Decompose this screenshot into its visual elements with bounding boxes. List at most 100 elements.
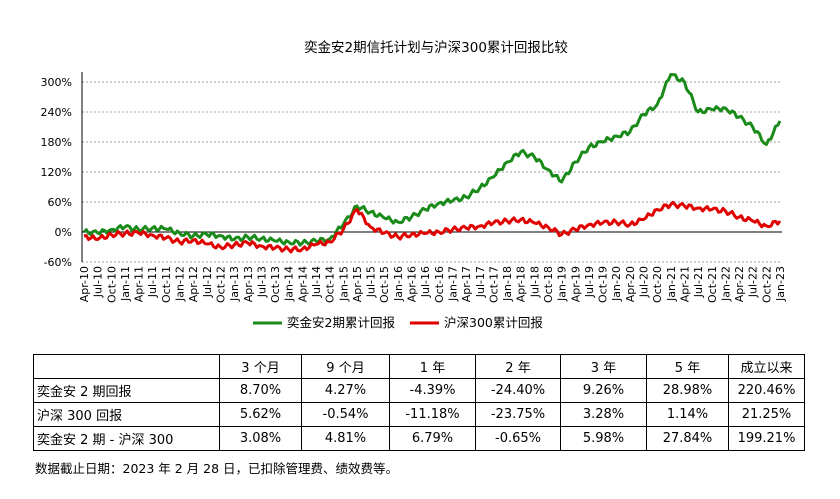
row-label: 沪深 300 回报 [33, 402, 220, 427]
x-tick-label: Oct-20 [651, 266, 664, 303]
table-cell: 3.08% [219, 426, 302, 451]
x-tick-label: Jan-20 [610, 266, 623, 302]
table-cell: 199.21% [728, 426, 805, 451]
table-row: 奕金安 2 期 - 沪深 300 3.08% 4.81% 6.79% -0.65… [33, 426, 805, 451]
table-header-row: 3 个月 9 个月 1 年 2 年 3 年 5 年 成立以来 [33, 354, 805, 379]
x-tick-label: Jul-21 [692, 266, 705, 298]
x-tick-label: Apr-14 [296, 266, 309, 302]
y-tick-label: 180% [41, 136, 72, 149]
table-cell: 1.14% [646, 402, 729, 427]
footnote: 数据截止日期：2023 年 2 月 28 日，已扣除管理费、绩效费等。 [35, 461, 399, 476]
table-cell: -24.40% [475, 378, 561, 403]
x-tick-label: Apr-20 [624, 266, 637, 302]
table-row: 沪深 300 回报 5.62% -0.54% -11.18% -23.75% 3… [33, 402, 805, 427]
table-header-cell: 3 个月 [219, 354, 302, 379]
x-tick-label: Jul-17 [474, 266, 487, 298]
x-tick-label: Jan-18 [501, 266, 514, 302]
table-cell: 8.70% [219, 378, 302, 403]
chart: 奕金安2期信托计划与沪深300累计回报比较 300% 240% 180% 120% 60… [41, 40, 787, 330]
y-tick-label: 60% [48, 196, 72, 209]
table-row: 奕金安 2 期回报 8.70% 4.27% -4.39% -24.40% 9.2… [33, 378, 805, 403]
x-tick-label: Jan-21 [665, 266, 678, 302]
x-tick-label: Jul-16 [419, 266, 432, 298]
x-tick-label: Oct-13 [269, 266, 282, 303]
x-tick-label: Apr-22 [733, 266, 746, 302]
x-tick-label: Jan-14 [283, 266, 296, 302]
series-line-fund [82, 73, 782, 247]
x-tick-label: Apr-11 [133, 266, 146, 302]
x-tick-label: Oct-15 [378, 266, 391, 303]
table-cell: 5.98% [560, 426, 647, 451]
x-tick-label: Oct-12 [214, 266, 227, 303]
x-tick-label: Oct-22 [760, 266, 773, 303]
table-cell: 21.25% [728, 402, 805, 427]
x-tick-label: Jan-23 [774, 266, 787, 302]
x-tick-label: Oct-16 [433, 266, 446, 303]
x-tick-label: Oct-21 [706, 266, 719, 303]
x-tick-label: Jan-16 [392, 266, 405, 302]
table-header-cell: 9 个月 [301, 354, 390, 379]
y-tick-label: 120% [41, 166, 72, 179]
x-tick-label: Jul-15 [365, 266, 378, 298]
y-tick-label: -60% [44, 256, 72, 269]
x-tick-label: Oct-10 [105, 266, 118, 303]
x-tick-label: Apr-12 [187, 266, 200, 302]
x-tick-label: Oct-17 [487, 266, 500, 303]
x-tick-label: Jul-14 [310, 266, 323, 298]
table-cell: 27.84% [646, 426, 729, 451]
x-tick-label: Oct-18 [542, 266, 555, 303]
table-header-cell: 5 年 [646, 354, 729, 379]
table-cell: -0.54% [301, 402, 390, 427]
x-tick-label: Jan-19 [556, 266, 569, 302]
x-tick-label: Oct-19 [597, 266, 610, 303]
x-tick-label: Jan-12 [174, 266, 187, 302]
table-cell: -11.18% [389, 402, 476, 427]
x-tick-label: Apr-13 [242, 266, 255, 302]
x-tick-label: Apr-18 [515, 266, 528, 302]
table-cell: 5.62% [219, 402, 302, 427]
table-cell: 28.98% [646, 378, 729, 403]
x-tick-label: Jan-17 [446, 266, 459, 302]
x-tick-label: Apr-19 [569, 266, 582, 302]
x-tick-label: Jul-11 [146, 266, 159, 298]
x-tick-label: Jan-13 [228, 266, 241, 302]
x-tick-label: Apr-16 [406, 266, 419, 302]
x-tick-label: Jul-18 [528, 266, 541, 298]
legend-label-index: 沪深300累计回报 [444, 315, 543, 330]
x-tick-label: Jul-10 [92, 266, 105, 298]
x-tick-label: Apr-10 [78, 266, 91, 302]
x-tick-label: Oct-14 [324, 266, 337, 303]
table-header-cell: 2 年 [475, 354, 561, 379]
table-header-cell: 成立以来 [728, 354, 805, 379]
table-cell: 4.27% [301, 378, 390, 403]
y-tick-label: 300% [41, 76, 72, 89]
table-header-cell [33, 354, 220, 379]
x-tick-label: Jul-20 [638, 266, 651, 298]
y-axis-ticks: 300% 240% 180% 120% 60% 0% -60% [41, 76, 72, 269]
x-tick-label: Jul-13 [255, 266, 268, 298]
x-tick-label: Jul-12 [201, 266, 214, 298]
x-tick-label: Jan-22 [719, 266, 732, 302]
row-label: 奕金安 2 期回报 [33, 378, 220, 403]
x-tick-label: Apr-17 [460, 266, 473, 302]
x-tick-label: Jul-19 [583, 266, 596, 298]
legend-label-fund: 奕金安2期累计回报 [287, 315, 395, 330]
table-cell: -0.65% [475, 426, 561, 451]
x-tick-label: Apr-15 [351, 266, 364, 302]
chart-title: 奕金安2期信托计划与沪深300累计回报比较 [304, 40, 568, 56]
table-header-cell: 1 年 [389, 354, 476, 379]
x-tick-label: Jan-15 [337, 266, 350, 302]
legend: 奕金安2期累计回报 沪深300累计回报 [253, 315, 543, 330]
table-header-cell: 3 年 [560, 354, 647, 379]
x-tick-label: Jul-22 [747, 266, 760, 298]
y-tick-label: 240% [41, 106, 72, 119]
table-cell: 3.28% [560, 402, 647, 427]
table-cell: -4.39% [389, 378, 476, 403]
x-tick-label: Jan-11 [119, 266, 132, 302]
table-cell: 220.46% [728, 378, 805, 403]
performance-table: 3 个月 9 个月 1 年 2 年 3 年 5 年 成立以来 奕金安 2 期回报… [33, 354, 805, 451]
table-cell: 9.26% [560, 378, 647, 403]
x-axis-ticks: Apr-10 Jul-10 Oct-10 Jan-11 Apr-11 Jul-11 Oct-… [78, 266, 787, 303]
table-cell: 6.79% [389, 426, 476, 451]
row-label: 奕金安 2 期 - 沪深 300 [33, 426, 220, 451]
